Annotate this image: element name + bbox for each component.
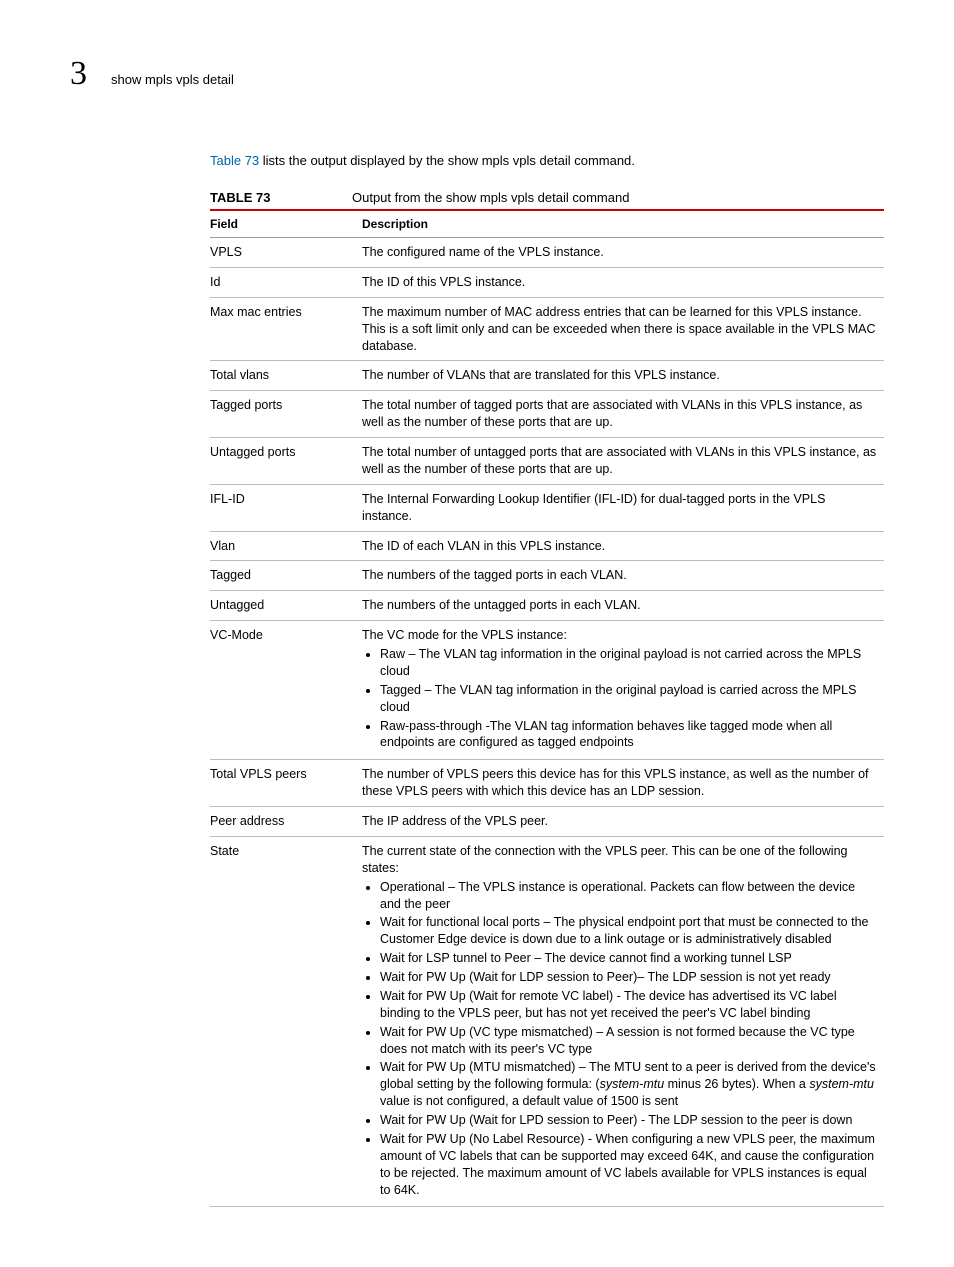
table-row: VlanThe ID of each VLAN in this VPLS ins… — [210, 531, 884, 561]
field-cell: Vlan — [210, 531, 362, 561]
table-row: StateThe current state of the connection… — [210, 836, 884, 1207]
field-cell: VC-Mode — [210, 621, 362, 760]
description-cell: The numbers of the untagged ports in eac… — [362, 591, 884, 621]
bullet-item: Wait for functional local ports – The ph… — [380, 914, 878, 948]
description-cell: The maximum number of MAC address entrie… — [362, 297, 884, 361]
bullet-item: Wait for LSP tunnel to Peer – The device… — [380, 950, 878, 967]
bullet-item: Wait for PW Up (VC type mismatched) – A … — [380, 1024, 878, 1058]
field-cell: Max mac entries — [210, 297, 362, 361]
bullet-item: Raw – The VLAN tag information in the or… — [380, 646, 878, 680]
description-cell: The Internal Forwarding Lookup Identifie… — [362, 484, 884, 531]
table-title: Output from the show mpls vpls detail co… — [352, 190, 629, 205]
description-lead: The current state of the connection with… — [362, 843, 878, 877]
field-cell: Total VPLS peers — [210, 760, 362, 807]
chapter-number: 3 — [70, 55, 87, 93]
description-bullets: Operational – The VPLS instance is opera… — [362, 879, 878, 1199]
field-cell: State — [210, 836, 362, 1207]
description-cell: The VC mode for the VPLS instance: Raw – … — [362, 621, 884, 760]
field-cell: Tagged — [210, 561, 362, 591]
table-row: IFL-IDThe Internal Forwarding Lookup Ide… — [210, 484, 884, 531]
table-ref-link[interactable]: Table 73 — [210, 153, 259, 168]
description-cell: The ID of this VPLS instance. — [362, 267, 884, 297]
field-cell: Tagged ports — [210, 391, 362, 438]
table-row: VC-ModeThe VC mode for the VPLS instance… — [210, 621, 884, 760]
description-cell: The total number of untagged ports that … — [362, 438, 884, 485]
bullet-item: Operational – The VPLS instance is opera… — [380, 879, 878, 913]
description-cell: The numbers of the tagged ports in each … — [362, 561, 884, 591]
bullet-item: Tagged – The VLAN tag information in the… — [380, 682, 878, 716]
description-cell: The total number of tagged ports that ar… — [362, 391, 884, 438]
table-row: Total VPLS peersThe number of VPLS peers… — [210, 760, 884, 807]
table-header-row: Field Description — [210, 210, 884, 238]
field-cell: Untagged ports — [210, 438, 362, 485]
description-cell: The configured name of the VPLS instance… — [362, 238, 884, 268]
table-row: VPLSThe configured name of the VPLS inst… — [210, 238, 884, 268]
bullet-item: Wait for PW Up (MTU mismatched) – The MT… — [380, 1059, 878, 1110]
bullet-item: Wait for PW Up (Wait for LPD session to … — [380, 1112, 878, 1129]
description-cell: The IP address of the VPLS peer. — [362, 807, 884, 837]
bullet-item: Wait for PW Up (No Label Resource) - Whe… — [380, 1131, 878, 1199]
bullet-item: Raw-pass-through -The VLAN tag informati… — [380, 718, 878, 752]
table-row: Max mac entriesThe maximum number of MAC… — [210, 297, 884, 361]
field-cell: Untagged — [210, 591, 362, 621]
intro-rest: lists the output displayed by the show m… — [259, 153, 635, 168]
table-caption: TABLE 73Output from the show mpls vpls d… — [210, 190, 884, 205]
description-cell: The number of VLANs that are translated … — [362, 361, 884, 391]
bullet-item: Wait for PW Up (Wait for LDP session to … — [380, 969, 878, 986]
col-field: Field — [210, 210, 362, 238]
table-row: Peer addressThe IP address of the VPLS p… — [210, 807, 884, 837]
table-row: UntaggedThe numbers of the untagged port… — [210, 591, 884, 621]
field-cell: VPLS — [210, 238, 362, 268]
bullet-item: Wait for PW Up (Wait for remote VC label… — [380, 988, 878, 1022]
field-cell: IFL-ID — [210, 484, 362, 531]
running-header: 3 show mpls vpls detail — [70, 55, 884, 93]
table-row: Tagged portsThe total number of tagged p… — [210, 391, 884, 438]
intro-paragraph: Table 73 lists the output displayed by t… — [210, 153, 884, 168]
description-cell: The ID of each VLAN in this VPLS instanc… — [362, 531, 884, 561]
description-bullets: Raw – The VLAN tag information in the or… — [362, 646, 878, 751]
col-description: Description — [362, 210, 884, 238]
table-row: Total vlansThe number of VLANs that are … — [210, 361, 884, 391]
table-row: Untagged portsThe total number of untagg… — [210, 438, 884, 485]
table-number: TABLE 73 — [210, 190, 352, 205]
field-cell: Total vlans — [210, 361, 362, 391]
table-row: IdThe ID of this VPLS instance. — [210, 267, 884, 297]
table-row: TaggedThe numbers of the tagged ports in… — [210, 561, 884, 591]
description-cell: The number of VPLS peers this device has… — [362, 760, 884, 807]
description-lead: The VC mode for the VPLS instance: — [362, 627, 878, 644]
description-cell: The current state of the connection with… — [362, 836, 884, 1207]
chapter-running-title: show mpls vpls detail — [111, 72, 234, 87]
field-cell: Id — [210, 267, 362, 297]
output-fields-table: Field Description VPLSThe configured nam… — [210, 209, 884, 1207]
field-cell: Peer address — [210, 807, 362, 837]
